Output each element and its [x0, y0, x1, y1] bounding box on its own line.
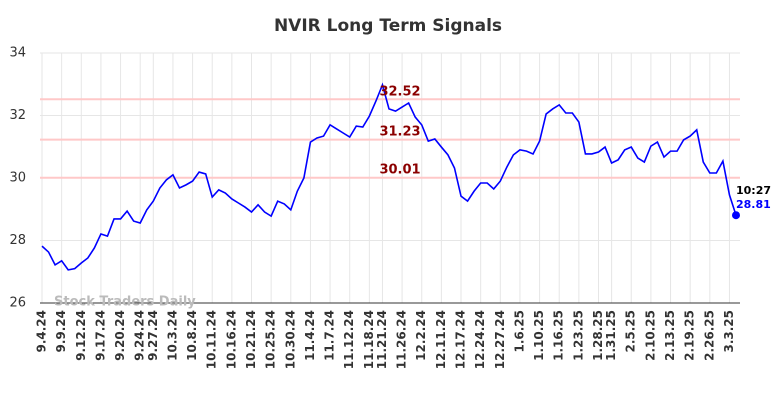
x-tick-label: 9.17.24 [93, 310, 107, 361]
x-tick-label: 12.2.24 [414, 310, 428, 361]
x-tick-label: 1.23.25 [571, 310, 585, 361]
signal-label: 32.52 [379, 85, 420, 100]
x-tick-label: 2.13.25 [663, 310, 677, 361]
x-tick-label: 10.3.24 [165, 310, 179, 361]
last-time: 10:27 [736, 184, 771, 197]
x-tick-label: 2.19.25 [683, 310, 697, 361]
x-tick-label: 2.26.25 [702, 310, 716, 361]
x-tick-label: 11.21.24 [375, 310, 389, 369]
price-line [41, 82, 737, 271]
y-tick-label: 26 [9, 296, 26, 311]
x-tick-label: 11.18.24 [362, 310, 376, 369]
x-tick-label: 9.9.24 [54, 310, 68, 353]
x-tick-label: 11.4.24 [303, 310, 317, 361]
x-tick-label: 10.8.24 [185, 310, 199, 361]
signal-label: 30.01 [379, 163, 420, 178]
x-tick-label: 3.3.25 [722, 310, 736, 353]
x-tick-label: 10.16.24 [224, 310, 238, 369]
x-tick-label: 1.31.25 [604, 310, 618, 361]
x-tick-label: 12.17.24 [454, 310, 468, 369]
x-tick-label: 9.24.24 [133, 310, 147, 361]
x-tick-label: 9.27.24 [146, 310, 160, 361]
x-tick-label: 11.7.24 [323, 310, 337, 361]
signal-label: 31.23 [379, 125, 420, 140]
x-tick-label: 9.4.24 [35, 310, 49, 353]
x-tick-label: 1.16.25 [552, 310, 566, 361]
y-tick-label: 30 [9, 171, 26, 186]
last-value: 28.81 [736, 198, 771, 211]
x-tick-label: 2.10.25 [643, 310, 657, 361]
x-tick-label: 1.28.25 [591, 310, 605, 361]
x-tick-label: 1.10.25 [532, 310, 546, 361]
y-tick-label: 34 [9, 46, 26, 61]
y-tick-label: 28 [9, 233, 26, 248]
x-tick-label: 10.21.24 [244, 310, 258, 369]
x-tick-label: 10.11.24 [205, 310, 219, 369]
x-tick-label: 10.30.24 [283, 310, 297, 369]
y-tick-label: 32 [9, 108, 26, 123]
x-tick-label: 1.6.25 [512, 310, 526, 353]
chart-title: NVIR Long Term Signals [274, 16, 502, 36]
x-tick-label: 9.12.24 [74, 310, 88, 361]
x-tick-label: 12.27.24 [493, 310, 507, 369]
x-tick-label: 11.12.24 [342, 310, 356, 369]
x-tick-label: 9.20.24 [113, 310, 127, 361]
last-point [732, 211, 740, 220]
x-tick-label: 12.11.24 [434, 310, 448, 369]
watermark: Stock Traders Daily [54, 295, 196, 310]
x-tick-label: 10.25.24 [264, 310, 278, 369]
x-tick-label: 2.5.25 [624, 310, 638, 353]
x-tick-label: 11.26.24 [395, 310, 409, 369]
x-tick-label: 12.24.24 [473, 310, 487, 369]
